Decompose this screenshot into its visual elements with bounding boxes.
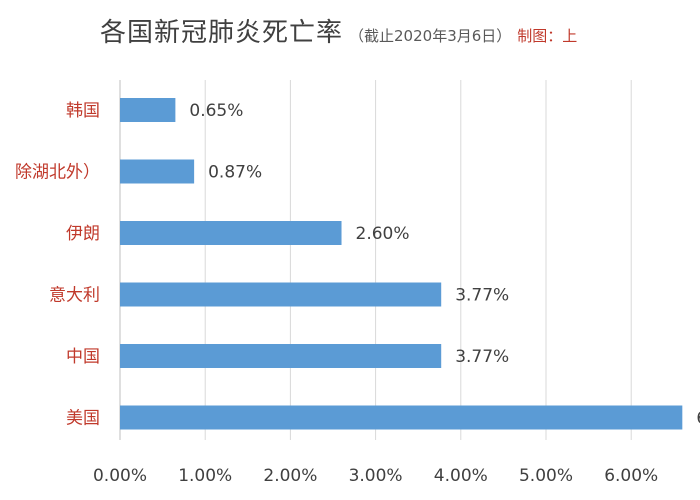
x-tick-label: 0.00%: [93, 466, 147, 486]
bar: [120, 282, 442, 307]
bar: [120, 98, 176, 122]
data-label: 3.77%: [455, 286, 509, 306]
category-label: 韩国: [66, 101, 100, 121]
data-label: 6: [696, 409, 700, 429]
chart-credit: 制图：上: [517, 27, 578, 45]
category-label: 意大利: [49, 286, 100, 306]
bar: [120, 344, 442, 368]
bar: [120, 221, 342, 245]
data-label: 0.87%: [208, 163, 262, 183]
data-label: 2.60%: [356, 224, 410, 244]
chart-title-row: 各国新冠肺炎死亡率 （截止2020年3月6日） 制图：上: [100, 12, 577, 49]
bar: [120, 405, 683, 430]
data-label: 3.77%: [455, 347, 509, 367]
x-tick-label: 3.00%: [349, 466, 403, 486]
x-tick-label: 4.00%: [434, 466, 488, 486]
chart-title: 各国新冠肺炎死亡率: [100, 18, 344, 48]
x-tick-label: 6.00%: [604, 466, 658, 486]
category-label: 伊朗: [66, 224, 100, 244]
chart-subtitle: （截止2020年3月6日）: [349, 27, 512, 45]
category-label: 除湖北外）: [15, 163, 100, 183]
category-label: 美国: [66, 409, 100, 429]
data-label: 0.65%: [189, 101, 243, 121]
bar: [120, 159, 195, 184]
category-label: 中国: [66, 347, 100, 367]
x-tick-label: 2.00%: [263, 466, 317, 486]
x-tick-label: 1.00%: [178, 466, 232, 486]
x-tick-label: 5.00%: [519, 466, 573, 486]
